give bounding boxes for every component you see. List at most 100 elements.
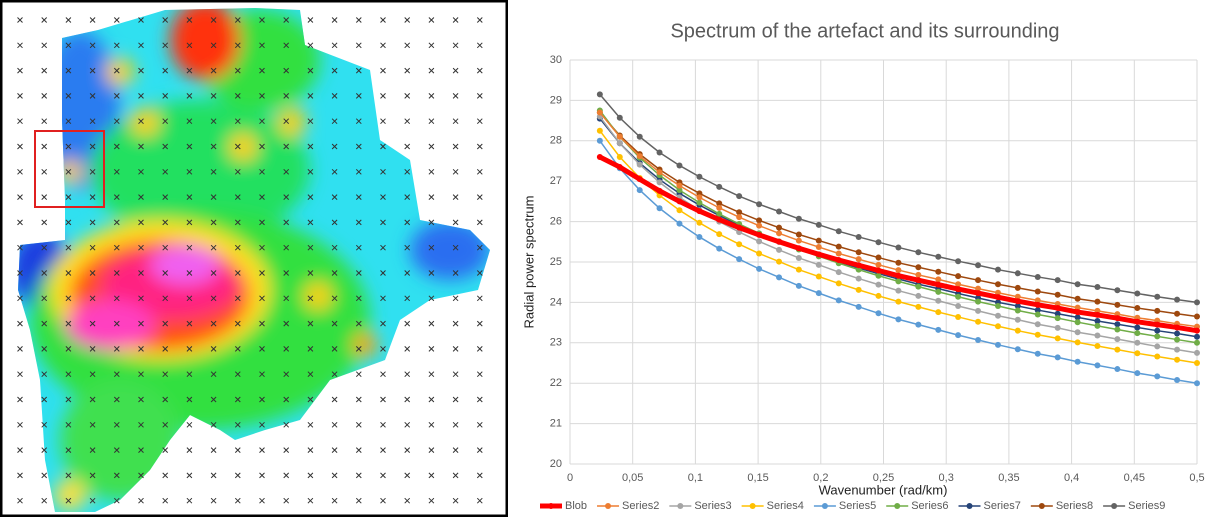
data-point [815,251,822,258]
sample-marker [41,93,48,99]
y-axis-label: Radial power spectrum [521,196,536,329]
data-point [975,336,982,343]
data-point [1114,287,1121,294]
sample-marker [331,472,338,479]
sample-marker [331,270,338,276]
sample-marker [331,497,338,504]
sample-marker [65,118,72,125]
data-point [855,286,862,293]
sample-marker [476,42,483,49]
sample-marker [283,244,290,251]
legend-label: Blob [565,500,587,512]
sample-marker [404,143,411,150]
data-point [1074,304,1081,311]
data-point [935,309,942,316]
sample-marker [186,270,193,276]
data-point [1154,333,1161,340]
data-point [875,272,882,279]
sample-marker [234,371,241,378]
sample-marker [162,219,169,226]
sample-marker [307,244,314,251]
series [596,107,1200,346]
sample-marker [428,118,435,125]
sample-marker [162,320,169,327]
sample-marker [138,346,144,352]
sample-marker [452,219,459,226]
data-point [736,256,743,263]
data-point [1094,362,1101,369]
sample-marker [17,371,23,378]
y-tick-label: 26 [550,216,562,228]
sample-marker [138,244,144,251]
data-point [1174,356,1181,363]
series-line [599,110,1198,344]
data-point [875,267,882,274]
sample-marker [355,320,362,327]
sample-marker [17,497,23,504]
data-point [815,237,822,244]
sample-marker [41,168,48,175]
sample-marker [234,42,241,49]
data-point [935,268,942,275]
data-point [955,273,962,280]
sample-marker [428,295,435,302]
data-point [696,208,703,215]
data-point [895,298,902,305]
sample-marker [452,497,459,504]
data-point [1034,307,1041,314]
sample-marker [162,194,169,200]
data-point [1034,297,1041,304]
sample-marker [89,320,96,327]
data-point [716,200,723,207]
data-point [1074,358,1081,365]
sample-marker [355,295,362,302]
data-point [616,114,623,121]
data-point [656,169,663,176]
data-point [875,310,882,317]
sample-marker [404,168,411,175]
data-point [756,201,763,208]
data-point [994,312,1001,319]
sample-marker [452,320,459,327]
sample-marker [186,371,193,378]
data-point [716,231,723,238]
sample-marker [404,244,411,251]
sample-marker [65,320,72,327]
data-point [616,153,623,160]
sample-marker [186,346,193,352]
sample-marker [452,93,459,99]
sample-marker [65,219,72,226]
sample-marker [89,67,96,74]
sample-marker [380,244,386,251]
sample-marker [283,17,290,23]
data-point [1174,310,1181,317]
legend-label: Series7 [984,500,1021,512]
sample-marker [380,143,386,150]
sample-marker [476,295,483,302]
sample-marker [210,244,217,251]
sample-marker [113,371,120,378]
sample-marker [428,346,435,352]
data-point [895,267,902,274]
sample-marker [41,371,48,378]
y-tick-label: 27 [550,175,562,187]
data-point [596,153,603,160]
data-point [696,173,703,180]
sample-marker [210,371,217,378]
data-point [975,318,982,325]
sample-marker [331,371,338,378]
sample-marker [404,93,411,99]
x-tick-label: 0,05 [622,472,643,484]
sample-marker [476,447,483,453]
data-point [855,303,862,310]
data-point [935,288,942,295]
series [596,109,1200,330]
sample-marker [65,497,72,504]
sample-marker [162,93,169,99]
data-point [795,231,802,238]
data-point [855,275,862,282]
data-point [955,332,962,339]
sample-marker [452,244,459,251]
sample-marker [65,194,72,200]
sample-marker [476,118,483,125]
